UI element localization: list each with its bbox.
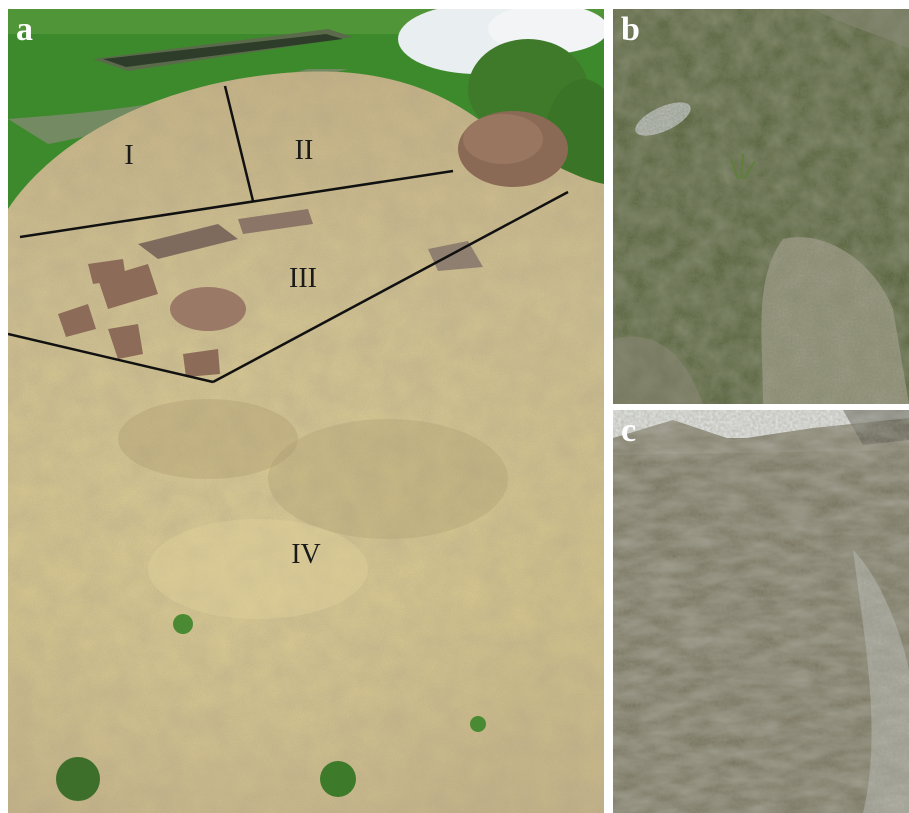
boundary-upper — [19, 169, 454, 239]
zone-label-II: II — [294, 135, 314, 166]
panel-letter-c: c — [621, 412, 637, 449]
boundary-III-right — [212, 190, 569, 384]
zone-label-I: I — [124, 140, 134, 171]
photo-a-landscape — [8, 9, 604, 813]
photo-b-mossy-slope — [613, 9, 909, 404]
zone-label-IV: IV — [291, 539, 321, 570]
zone-boundaries — [8, 85, 569, 384]
pond-water — [103, 34, 343, 67]
photo-panel-c: c — [613, 410, 909, 813]
panel-letter-b: b — [621, 11, 640, 48]
panel-letter-a: a — [16, 11, 33, 48]
boundary-I-II — [223, 85, 255, 202]
photo-panel-b: b — [613, 9, 909, 404]
photo-c-eroded-slope — [613, 410, 909, 813]
stone-fragments — [58, 209, 483, 377]
zone-label-III: III — [289, 263, 317, 294]
photo-panel-a: a I II III IV — [8, 9, 604, 813]
boundary-III-left — [8, 332, 214, 384]
